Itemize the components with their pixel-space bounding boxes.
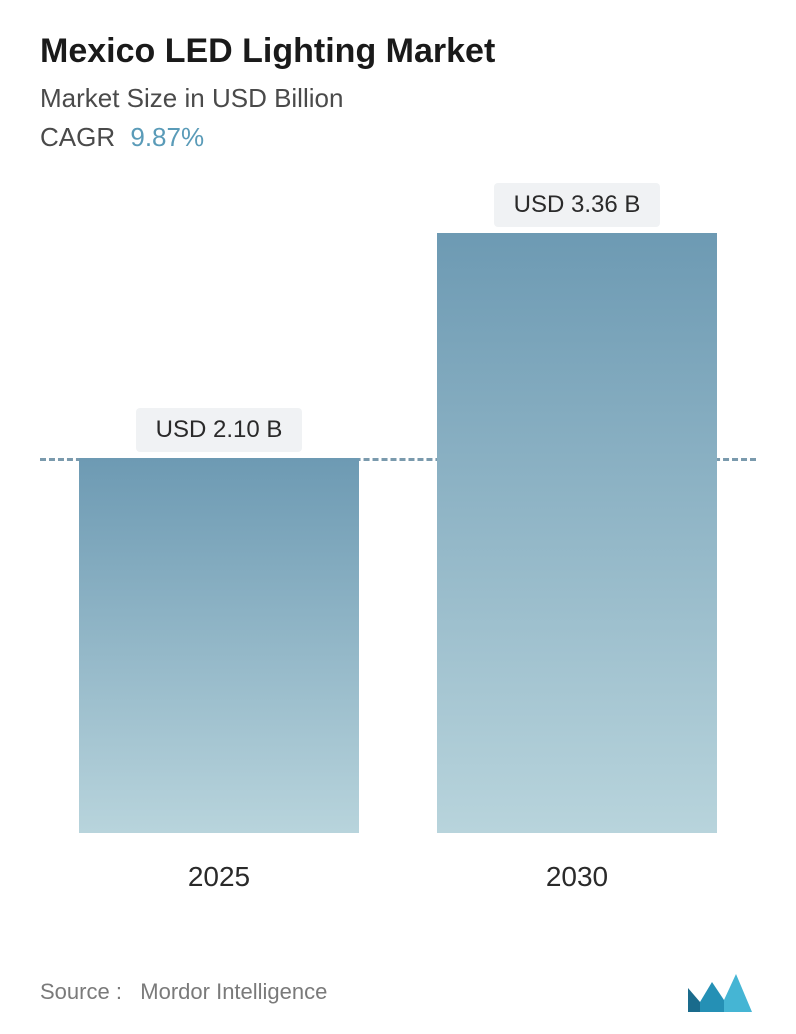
chart-title: Mexico LED Lighting Market (40, 32, 756, 71)
x-axis: 2025 2030 (40, 861, 756, 893)
bar-value-label: USD 2.10 B (136, 408, 303, 452)
cagr-value: 9.87% (130, 122, 204, 152)
source-text: Source : Mordor Intelligence (40, 979, 327, 1005)
x-axis-label: 2025 (79, 861, 359, 893)
bar (437, 233, 717, 833)
bar (79, 458, 359, 833)
bar-group: USD 3.36 B (437, 183, 717, 833)
bar-value-label: USD 3.36 B (494, 183, 661, 227)
footer: Source : Mordor Intelligence (40, 970, 756, 1014)
cagr-label: CAGR (40, 122, 115, 152)
bars-container: USD 2.10 BUSD 3.36 B (40, 193, 756, 833)
source-value: Mordor Intelligence (140, 979, 327, 1004)
chart-subtitle: Market Size in USD Billion (40, 83, 756, 114)
source-label: Source : (40, 979, 122, 1004)
chart-area: USD 2.10 BUSD 3.36 B 2025 2030 (40, 193, 756, 893)
x-axis-label: 2030 (437, 861, 717, 893)
logo (686, 970, 756, 1014)
cagr-row: CAGR 9.87% (40, 122, 756, 153)
bar-group: USD 2.10 B (79, 408, 359, 833)
